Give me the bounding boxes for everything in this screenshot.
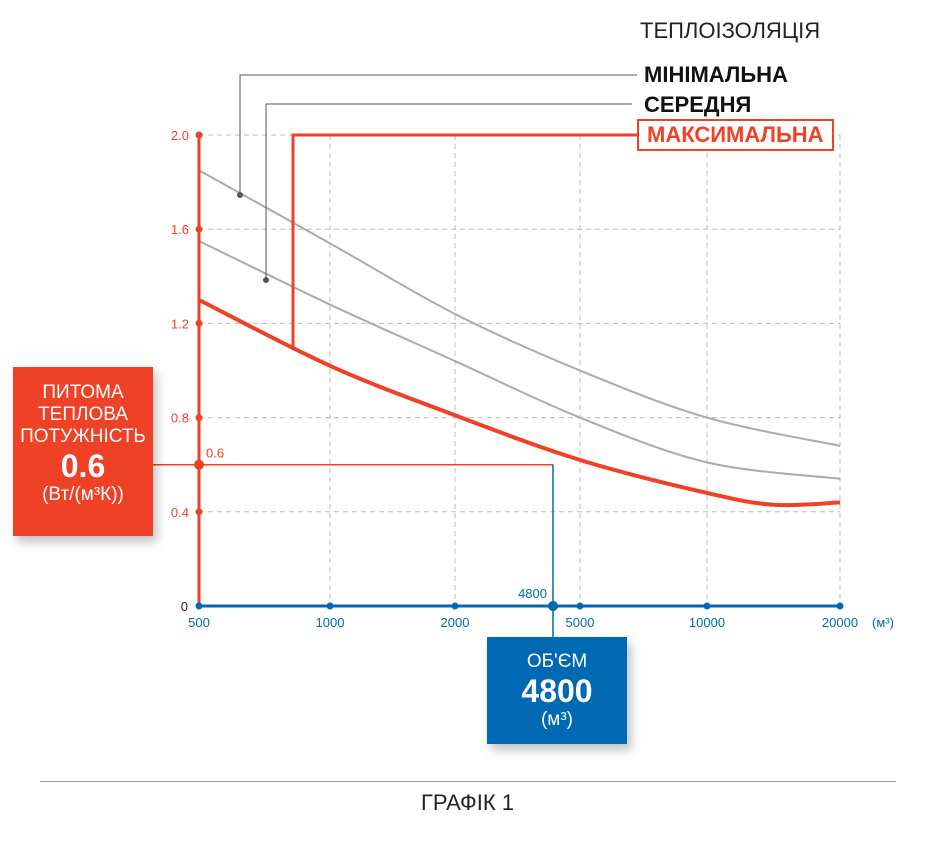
y-tick-label: 2.0 bbox=[171, 128, 189, 143]
legend-max: МАКСИМАЛЬНА bbox=[637, 119, 834, 151]
x-box-unit: (м³) bbox=[540, 709, 574, 730]
y-tick-label: 1.2 bbox=[171, 316, 189, 331]
caption: ГРАФІК 1 bbox=[420, 790, 515, 815]
series-line-2 bbox=[198, 298, 841, 508]
annotation-y-label: 0.6 bbox=[206, 446, 224, 461]
leader-min-dot bbox=[237, 192, 243, 198]
x-tick-label: 10000 bbox=[689, 615, 725, 630]
x-tick-label: 20000 bbox=[822, 615, 858, 630]
x-tick-label: 2000 bbox=[441, 615, 470, 630]
y-box-unit: (Вт/(м³К)) bbox=[42, 484, 124, 505]
x-box-value: 4800 bbox=[521, 673, 593, 709]
legend-title: ТЕПЛОІЗОЛЯЦІЯ bbox=[640, 18, 821, 43]
y-tick-dot bbox=[195, 319, 203, 327]
x-tick-dot bbox=[576, 602, 584, 610]
x-tick-dot bbox=[451, 602, 459, 610]
y-tick-label: 1.6 bbox=[171, 222, 189, 237]
y-tick-label: 0 bbox=[181, 599, 188, 614]
y-box-line: ПОТУЖНІСТЬ bbox=[20, 426, 146, 447]
x-box-label: ОБ'ЄМ bbox=[526, 651, 588, 672]
x-tick-dot bbox=[326, 602, 334, 610]
y-tick-dot bbox=[195, 225, 203, 233]
series-line-0 bbox=[198, 169, 841, 447]
x-tick-dot bbox=[836, 602, 844, 610]
legend-mid: СЕРЕДНЯ bbox=[644, 92, 752, 117]
x-tick-dot bbox=[195, 602, 203, 610]
annotation-x-label: 4800 bbox=[518, 586, 547, 601]
x-value-box: ОБ'ЄМ 4800 (м³) bbox=[487, 637, 627, 744]
y-box-line: ТЕПЛОВА bbox=[38, 404, 128, 425]
series-line-1 bbox=[198, 240, 841, 480]
divider bbox=[40, 781, 896, 782]
x-tick-label: 5000 bbox=[566, 615, 595, 630]
annotation-x-dot bbox=[548, 601, 558, 611]
leader-mid-dot bbox=[263, 277, 269, 283]
leader-mid bbox=[265, 103, 632, 280]
y-tick-label: 0.8 bbox=[171, 411, 189, 426]
y-value-box: ПИТОМА ТЕПЛОВА ПОТУЖНІСТЬ 0.6 (Вт/(м³К)) bbox=[13, 367, 153, 536]
annotation-y-dot bbox=[194, 459, 204, 470]
y-box-value: 0.6 bbox=[60, 448, 106, 484]
y-tick-label: 0.4 bbox=[171, 505, 189, 520]
y-box-line: ПИТОМА bbox=[42, 382, 124, 403]
y-tick-dot bbox=[195, 414, 203, 422]
legend-min: МІНІМАЛЬНА bbox=[644, 62, 788, 87]
x-unit-label: (м³) bbox=[872, 615, 894, 630]
leader-max bbox=[291, 133, 637, 350]
y-tick-dot bbox=[195, 131, 203, 139]
x-tick-label: 500 bbox=[188, 615, 210, 630]
x-tick-label: 1000 bbox=[316, 615, 345, 630]
leader-min bbox=[239, 74, 637, 195]
x-tick-dot bbox=[703, 602, 711, 610]
y-tick-dot bbox=[195, 508, 203, 516]
